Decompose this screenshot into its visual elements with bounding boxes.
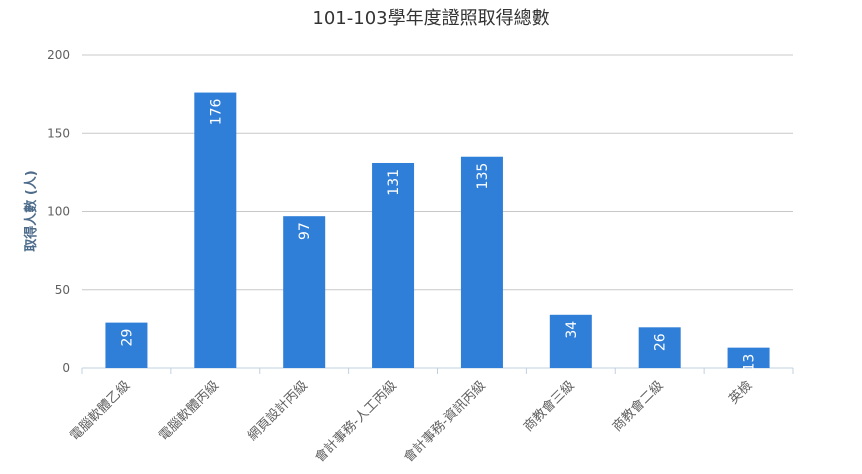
bar xyxy=(283,216,326,368)
bar xyxy=(105,322,148,368)
bar xyxy=(460,156,503,368)
gridlines xyxy=(81,54,794,374)
x-tick-label: 電腦軟體丙級 xyxy=(156,378,222,444)
chart-title: 101-103學年度證照取得總數 xyxy=(312,8,549,29)
y-axis-ticks: 0 50 100 150 200 xyxy=(47,48,70,375)
bars: 29 176 97 131 135 34 26 13 xyxy=(105,92,770,372)
data-label: 26 xyxy=(653,333,669,351)
x-tick-label: 商教會三級 xyxy=(520,378,577,435)
y-tick-label: 50 xyxy=(55,283,70,297)
data-label: 176 xyxy=(208,98,224,125)
x-axis-ticks: 電腦軟體乙級 電腦軟體丙級 網頁設計丙級 會計事務-人工丙級 會計事務-資訊丙級 商教會三… xyxy=(67,378,756,466)
bar xyxy=(727,347,770,368)
data-label: 97 xyxy=(297,222,313,240)
bar xyxy=(638,327,681,368)
bar xyxy=(194,92,237,368)
data-label: 131 xyxy=(386,169,402,196)
y-tick-label: 100 xyxy=(47,205,70,219)
x-tick-label: 網頁設計丙級 xyxy=(245,378,311,444)
x-tick-label: 英檢 xyxy=(726,378,756,408)
bar xyxy=(372,162,415,368)
x-tick-label: 商教會二級 xyxy=(609,378,666,435)
data-label: 34 xyxy=(564,321,580,339)
data-label: 135 xyxy=(475,163,491,190)
x-tick-label: 會計事務-人工丙級 xyxy=(312,378,400,466)
bar xyxy=(549,314,592,368)
x-tick-label: 電腦軟體乙級 xyxy=(67,378,133,444)
y-tick-label: 150 xyxy=(47,126,70,140)
data-label: 13 xyxy=(742,354,758,372)
data-label: 29 xyxy=(119,329,135,347)
y-tick-label: 200 xyxy=(47,48,70,62)
y-axis-label: 取得人數 (人) xyxy=(23,170,39,251)
x-tick-label: 會計事務-資訊丙級 xyxy=(401,378,489,466)
y-tick-label: 0 xyxy=(62,361,70,375)
